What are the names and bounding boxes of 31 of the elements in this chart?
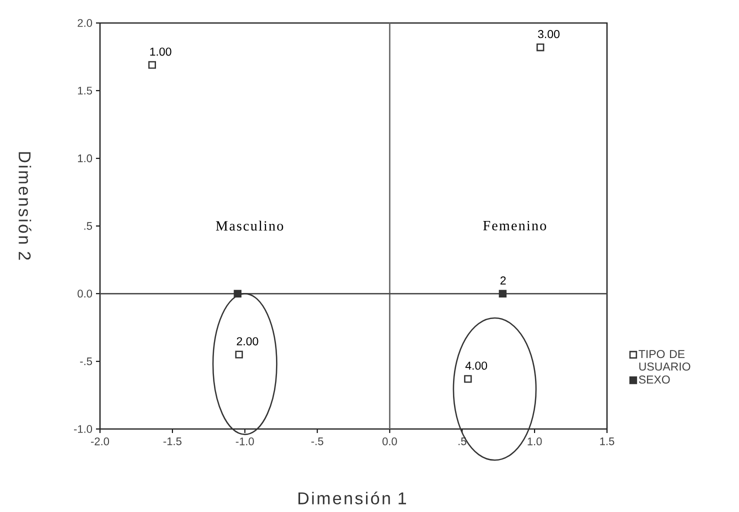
point (235, 350, 243, 358)
y-tick-label: 0.0 (78, 290, 92, 298)
x-tick-label: -2.0 (91, 438, 110, 446)
x-tick-label: 1.5 (600, 438, 614, 446)
legend-label: SEXO (638, 376, 670, 384)
x-tick-label: 0.0 (382, 438, 397, 446)
y-tick-label: -.5 (80, 358, 92, 366)
y-tick-label: 1.5 (78, 86, 92, 95)
annotation: 2.00 (236, 337, 258, 346)
x-tick-label: -.5 (311, 438, 324, 446)
y-tick-label: .5 (84, 222, 92, 230)
y-tick-label: 1.0 (78, 154, 92, 162)
x-tick-label: -1.5 (163, 438, 182, 446)
annotation: Masculino (216, 220, 284, 231)
annotation: 2 (500, 276, 506, 284)
y-axis-title: Dimensión 2 (18, 152, 32, 260)
legend-label: TIPO DE USUARIO (638, 350, 690, 371)
annotation: 1.00 (150, 48, 172, 56)
x-axis-title: Dimensión 1 (298, 492, 406, 504)
y-tick-label: -1.0 (74, 425, 92, 433)
point (498, 290, 507, 298)
x-tick-label: -1.0 (236, 438, 254, 446)
point (536, 44, 544, 52)
x-tick-label: .5 (458, 438, 466, 446)
annotation: 4.00 (465, 362, 488, 370)
point (148, 61, 156, 69)
point (464, 375, 472, 383)
y-tick-label: 2.0 (78, 19, 92, 27)
x-tick-label: 1.0 (528, 438, 542, 446)
annotation: 3.00 (538, 30, 560, 38)
annotation: Femenino (483, 220, 546, 230)
